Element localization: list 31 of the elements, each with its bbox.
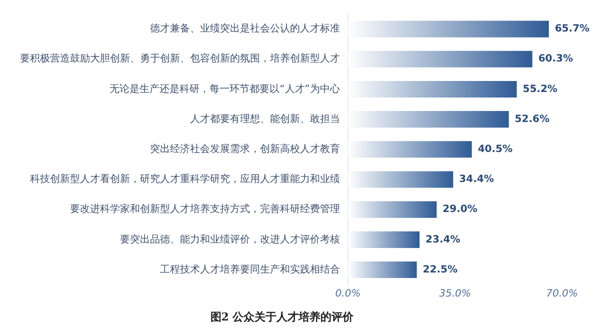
data-label: 55.2% bbox=[522, 84, 558, 95]
data-label: 40.5% bbox=[478, 144, 513, 155]
text: 图2 公众关于人才培养的评价 bbox=[210, 310, 355, 324]
y-tick-label: 突出经济社会发展需求，创新高校人才教育 bbox=[150, 142, 340, 155]
y-tick-label: 无论是生产还是科研，每一环节都要以“人才”为中心 bbox=[110, 82, 340, 95]
data-label: 23.4% bbox=[426, 234, 460, 246]
data-label: 65.7% bbox=[554, 24, 590, 35]
y-tick-label: 人才都要有理想、能创新、敢担当 bbox=[190, 112, 340, 125]
bar bbox=[348, 141, 472, 158]
bar bbox=[348, 111, 509, 128]
y-tick-label: 要改进科学家和创新型人才培养支持方式，完善科研经费管理 bbox=[70, 203, 340, 216]
y-tick-label: 工程技术人才培养要同生产和实践相结合 bbox=[160, 263, 340, 276]
bar bbox=[348, 50, 532, 68]
bar bbox=[348, 231, 420, 248]
data-label: 60.3% bbox=[538, 54, 574, 65]
x-tick-label: 35.0% bbox=[439, 288, 471, 300]
y-tick-label: 要突出品德、能力和业绩评价，改进人才评价考核 bbox=[120, 233, 340, 246]
bar bbox=[348, 261, 417, 278]
bar bbox=[348, 171, 454, 188]
x-tick-label: 0.0% bbox=[335, 288, 361, 300]
bar bbox=[348, 201, 437, 218]
y-tick-label: 科技创新型人才看创新，研究人才重科学研究，应用人才重能力和业绩 bbox=[30, 173, 340, 186]
y-tick-label: 要积极营造鼓励大胆创新、勇于创新、包容创新的氛围，培养创新型人才 bbox=[20, 52, 340, 65]
x-tick-label: 70.0% bbox=[546, 288, 578, 300]
bar bbox=[348, 20, 549, 38]
y-tick-label: 德才兼备、业绩突出是社会公认的人才标准 bbox=[150, 22, 340, 35]
data-label: 22.5% bbox=[422, 264, 458, 276]
data-label: 52.6% bbox=[514, 114, 550, 125]
bar bbox=[348, 80, 517, 98]
data-label: 34.4% bbox=[459, 174, 494, 186]
data-label: 29.0% bbox=[442, 204, 478, 216]
